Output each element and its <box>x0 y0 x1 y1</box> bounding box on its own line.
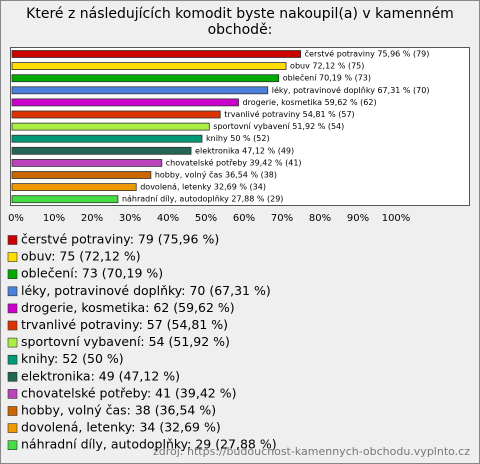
legend-swatch <box>7 252 18 262</box>
legend-swatch <box>7 303 18 314</box>
bar <box>11 195 119 204</box>
legend-label: elektronika: 49 (47,12 %) <box>21 368 180 383</box>
legend-swatch <box>7 406 18 416</box>
legend-label: hobby, volný čas: 38 (36,54 %) <box>21 403 216 418</box>
bar-label: elektronika 47,12 % (49) <box>195 146 294 155</box>
legend-swatch <box>7 320 18 331</box>
legend-label: náhradní díly, autodoplňky: 29 (27,88 %) <box>21 437 277 452</box>
legend-label: dovolená, letenky: 34 (32,69 %) <box>21 420 221 435</box>
x-tick-label: 40% <box>157 213 179 224</box>
bar <box>11 171 152 179</box>
legend-swatch <box>7 235 18 245</box>
legend-swatch <box>7 337 18 348</box>
bar-label: hobby, volný čas 36,54 % (38) <box>155 170 277 180</box>
x-tick-label: 0% <box>8 213 24 224</box>
x-tick-label: 10% <box>43 213 65 224</box>
legend-label: obuv: 75 (72,12 %) <box>21 249 141 264</box>
legend-swatch <box>7 423 18 433</box>
bar-label: čerstvé potraviny 75,96 % (79) <box>305 49 430 59</box>
legend-label: chovatelské potřeby: 41 (39,42 %) <box>21 385 236 400</box>
bar <box>11 122 210 131</box>
bar <box>11 183 137 192</box>
bar-label: obuv 72,12 % (75) <box>290 62 364 71</box>
bar <box>11 134 203 143</box>
bar <box>11 74 280 83</box>
legend-label: sportovní vybavení: 54 (51,92 %) <box>21 334 230 349</box>
legend-label: knihy: 52 (50 %) <box>21 351 124 366</box>
x-tick-label: 90% <box>347 213 369 224</box>
bar-label: léky, potravinové doplňky 67,31 % (70) <box>272 85 430 95</box>
bar-label: chovatelské potřeby 39,42 % (41) <box>166 157 302 167</box>
legend-label: oblečení: 73 (70,19 %) <box>21 266 163 281</box>
x-tick-label: 50% <box>195 213 217 224</box>
source: zdroj: https://budoucnost-kamennych-obch… <box>153 445 470 458</box>
legend-swatch <box>7 440 18 451</box>
x-tick-label: 60% <box>233 213 255 224</box>
legend-swatch <box>7 389 18 399</box>
bar-label: dovolená, letenky 32,69 % (34) <box>140 183 266 192</box>
legend-label: léky, potravinové doplňky: 70 (67,31 %) <box>21 283 271 298</box>
x-tick-label: 20% <box>81 213 103 224</box>
x-tick-label: 80% <box>309 213 331 224</box>
bar-label: drogerie, kosmetika 59,62 % (62) <box>243 98 377 107</box>
bar-label: náhradní díly, autodoplňky 27,88 % (29) <box>122 194 283 204</box>
legend-label: čerstvé potraviny: 79 (75,96 %) <box>21 232 219 247</box>
bar <box>11 98 239 107</box>
legend-swatch <box>7 354 18 365</box>
legend-swatch <box>7 286 18 297</box>
bar <box>11 50 302 58</box>
legend-label: trvanlivé potraviny: 57 (54,81 %) <box>21 317 228 332</box>
bar-label: trvanlivé potraviny 54,81 % (57) <box>224 109 354 119</box>
bar-label: sportovní vybavení 51,92 % (54) <box>213 122 344 131</box>
bar <box>11 110 221 119</box>
bar-label: oblečení 70,19 % (73) <box>283 73 371 83</box>
bar-label: knihy 50 % (52) <box>206 134 270 143</box>
bar <box>11 158 163 167</box>
legend-label: drogerie, kosmetika: 62 (59,62 %) <box>21 300 235 315</box>
bar <box>11 62 287 70</box>
bar <box>11 86 269 95</box>
x-tick-label: 100% <box>382 213 411 224</box>
legend-swatch <box>7 269 18 280</box>
x-tick-label: 30% <box>119 213 141 224</box>
chart-title: Které z následujících komodit byste nako… <box>26 6 454 38</box>
x-tick-label: 70% <box>271 213 293 224</box>
legend-swatch <box>7 371 18 382</box>
bar <box>11 146 192 155</box>
